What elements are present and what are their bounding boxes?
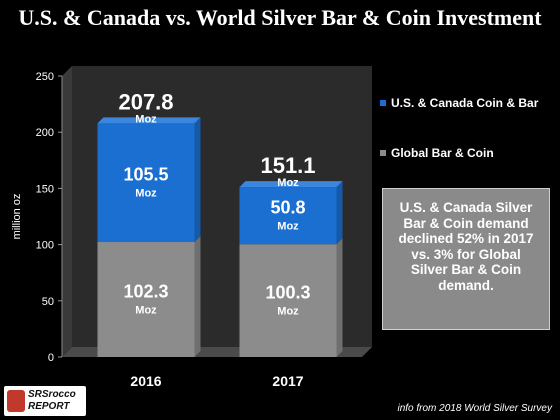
x-tick-label-2017: 2017 — [272, 373, 303, 389]
bar-uscanada-top-2016 — [97, 117, 201, 124]
bar-global-side-2017 — [336, 238, 343, 357]
bar-uscanada-2017 — [239, 187, 337, 245]
bar-uscanada-top-2017 — [239, 181, 343, 188]
legend-swatch-gray — [380, 150, 386, 156]
total-unit-label-2016: Moz — [135, 113, 157, 125]
x-tick-label-2016: 2016 — [130, 373, 161, 389]
bar-uscanada-side-2016 — [194, 117, 201, 243]
total-label-2016: 207.8 — [118, 89, 173, 114]
unit-label-global-2016: Moz — [135, 305, 157, 317]
annotation-box: U.S. & Canada Silver Bar & Coin demand d… — [382, 188, 550, 330]
data-label-global-2016: 102.3 — [123, 282, 168, 302]
y-tick-label: 0 — [48, 352, 54, 364]
legend-swatch-blue — [380, 100, 386, 106]
srsrocco-logo: SRSrocco REPORT — [4, 386, 86, 416]
legend-item-global: Global Bar & Coin — [380, 146, 550, 161]
y-tick-label: 150 — [36, 183, 54, 195]
total-unit-label-2017: Moz — [277, 177, 299, 189]
y-axis-label: million oz — [11, 194, 23, 240]
data-label-global-2017: 100.3 — [265, 283, 310, 303]
bar-uscanada-2016 — [97, 123, 195, 243]
y-tick-label: 50 — [42, 296, 54, 308]
bar-uscanada-side-2017 — [336, 181, 343, 245]
legend-label-us-canada: U.S. & Canada Coin & Bar — [391, 96, 539, 110]
y-tick-label: 250 — [36, 71, 54, 83]
y-tick-label: 100 — [36, 240, 54, 252]
bar-global-2016 — [97, 242, 195, 357]
legend-label-global: Global Bar & Coin — [391, 146, 494, 160]
logo-badge-icon — [7, 390, 25, 412]
bar-global-2017 — [239, 244, 337, 357]
legend-item-us-canada: U.S. & Canada Coin & Bar — [380, 96, 550, 111]
source-note: info from 2018 World Silver Survey — [397, 403, 552, 414]
bar-global-side-2016 — [194, 236, 201, 357]
chart-side-wall — [62, 66, 72, 357]
data-label-uscanada-2016: 105.5 — [123, 165, 168, 185]
data-label-uscanada-2017: 50.8 — [270, 198, 305, 218]
unit-label-uscanada-2017: Moz — [277, 221, 299, 233]
y-tick-label: 200 — [36, 127, 54, 139]
chart-title: U.S. & Canada vs. World Silver Bar & Coi… — [18, 5, 542, 30]
unit-label-uscanada-2016: Moz — [135, 188, 157, 200]
total-label-2017: 151.1 — [260, 153, 315, 178]
unit-label-global-2017: Moz — [277, 306, 299, 318]
logo-text: SRSrocco REPORT — [28, 389, 76, 412]
